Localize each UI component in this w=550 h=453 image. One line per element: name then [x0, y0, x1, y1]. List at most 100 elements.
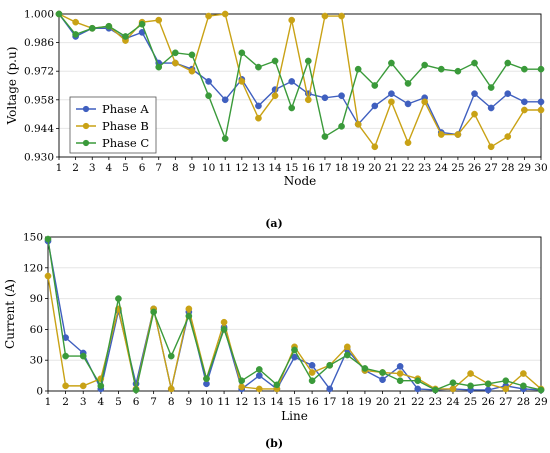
data-point	[343, 343, 351, 351]
data-point	[304, 96, 312, 104]
x-tick-label: 1	[56, 162, 63, 174]
data-point	[371, 82, 379, 89]
data-point	[361, 365, 369, 372]
data-point	[388, 90, 395, 98]
data-point	[388, 59, 395, 67]
y-tick-label: 0.986	[24, 37, 54, 49]
legend-swatch-marker	[82, 139, 90, 147]
data-point	[155, 16, 163, 24]
y-tick-label: 30	[30, 355, 43, 367]
x-tick-label: 18	[335, 162, 348, 174]
x-tick-label: 29	[518, 162, 531, 174]
data-point	[288, 78, 296, 85]
legend-entry: Phase B	[102, 119, 149, 133]
data-point	[504, 90, 512, 98]
y-axis-label: Current (A)	[3, 279, 17, 349]
x-tick-label: 8	[172, 162, 179, 174]
x-tick-label: 20	[368, 162, 381, 174]
x-tick-label: 25	[464, 396, 477, 408]
x-tick-label: 13	[252, 162, 265, 174]
data-point	[138, 20, 146, 28]
data-point	[221, 10, 229, 18]
x-tick-label: 4	[97, 396, 104, 408]
series-line	[47, 275, 542, 390]
data-point	[521, 106, 528, 114]
data-point	[288, 104, 296, 112]
data-point	[105, 22, 113, 30]
data-point	[371, 143, 379, 151]
data-point	[79, 352, 87, 360]
y-tick-label: 0.958	[24, 94, 54, 106]
data-point	[304, 57, 312, 65]
legend: Phase A Phase B Phase C	[69, 96, 157, 154]
series-line	[47, 238, 542, 391]
series-phase-c	[55, 10, 545, 142]
y-tick-label: 60	[30, 324, 43, 336]
x-tick-label: 3	[89, 162, 96, 174]
data-point	[97, 382, 105, 390]
data-point	[205, 78, 212, 85]
data-point	[338, 12, 345, 20]
data-point	[404, 100, 412, 108]
x-tick-label: 18	[341, 396, 354, 408]
figure-label-b: (b)	[265, 437, 283, 450]
data-point	[255, 372, 263, 379]
data-point	[396, 363, 404, 370]
data-point	[404, 80, 412, 87]
data-point	[504, 59, 512, 67]
data-point	[537, 106, 545, 114]
data-point	[371, 102, 379, 110]
data-point	[354, 120, 362, 128]
x-tick-label: 12	[235, 162, 248, 174]
data-point	[88, 24, 96, 32]
x-tick-label: 26	[468, 162, 482, 174]
y-tick-label: 0.944	[24, 123, 54, 135]
data-point	[288, 16, 296, 24]
x-tick-label: 21	[393, 396, 406, 408]
y-tick-label: 0.972	[24, 66, 54, 78]
data-point	[421, 61, 429, 69]
series-phase-c	[44, 235, 545, 394]
data-point	[520, 382, 527, 390]
x-tick-label: 9	[186, 396, 193, 408]
data-point	[221, 96, 229, 104]
data-point	[44, 272, 52, 280]
x-tick-label: 16	[302, 162, 316, 174]
x-tick-label: 15	[288, 396, 301, 408]
data-point	[271, 92, 279, 100]
data-point	[220, 318, 228, 326]
x-tick-label: 10	[200, 396, 213, 408]
x-tick-label: 20	[376, 396, 389, 408]
y-axis-label: Voltage (p.u)	[5, 47, 19, 126]
data-point	[326, 385, 334, 393]
data-point	[471, 110, 478, 118]
x-tick-label: 30	[534, 162, 547, 174]
data-point	[273, 381, 281, 389]
data-point	[502, 385, 510, 393]
data-point	[62, 382, 69, 390]
x-tick-label: 14	[268, 162, 282, 174]
data-point	[255, 102, 262, 110]
data-point	[379, 376, 386, 384]
data-point	[171, 49, 179, 57]
data-point	[454, 131, 462, 138]
data-point	[291, 346, 298, 354]
data-point	[449, 379, 457, 387]
data-point	[487, 104, 495, 112]
data-point	[308, 369, 316, 376]
data-point	[396, 377, 404, 385]
x-tick-label: 7	[150, 396, 157, 408]
data-point	[343, 351, 351, 359]
legend-entry: Phase A	[102, 102, 149, 116]
data-point	[55, 10, 63, 18]
x-tick-label: 15	[285, 162, 298, 174]
x-axis-label: Line	[281, 409, 308, 423]
data-point	[122, 33, 129, 40]
data-point	[521, 65, 528, 73]
data-point	[537, 65, 545, 73]
x-axis-label: Node	[284, 174, 317, 188]
x-tick-label: 12	[235, 396, 248, 408]
data-point	[221, 135, 229, 142]
data-point	[484, 380, 492, 388]
